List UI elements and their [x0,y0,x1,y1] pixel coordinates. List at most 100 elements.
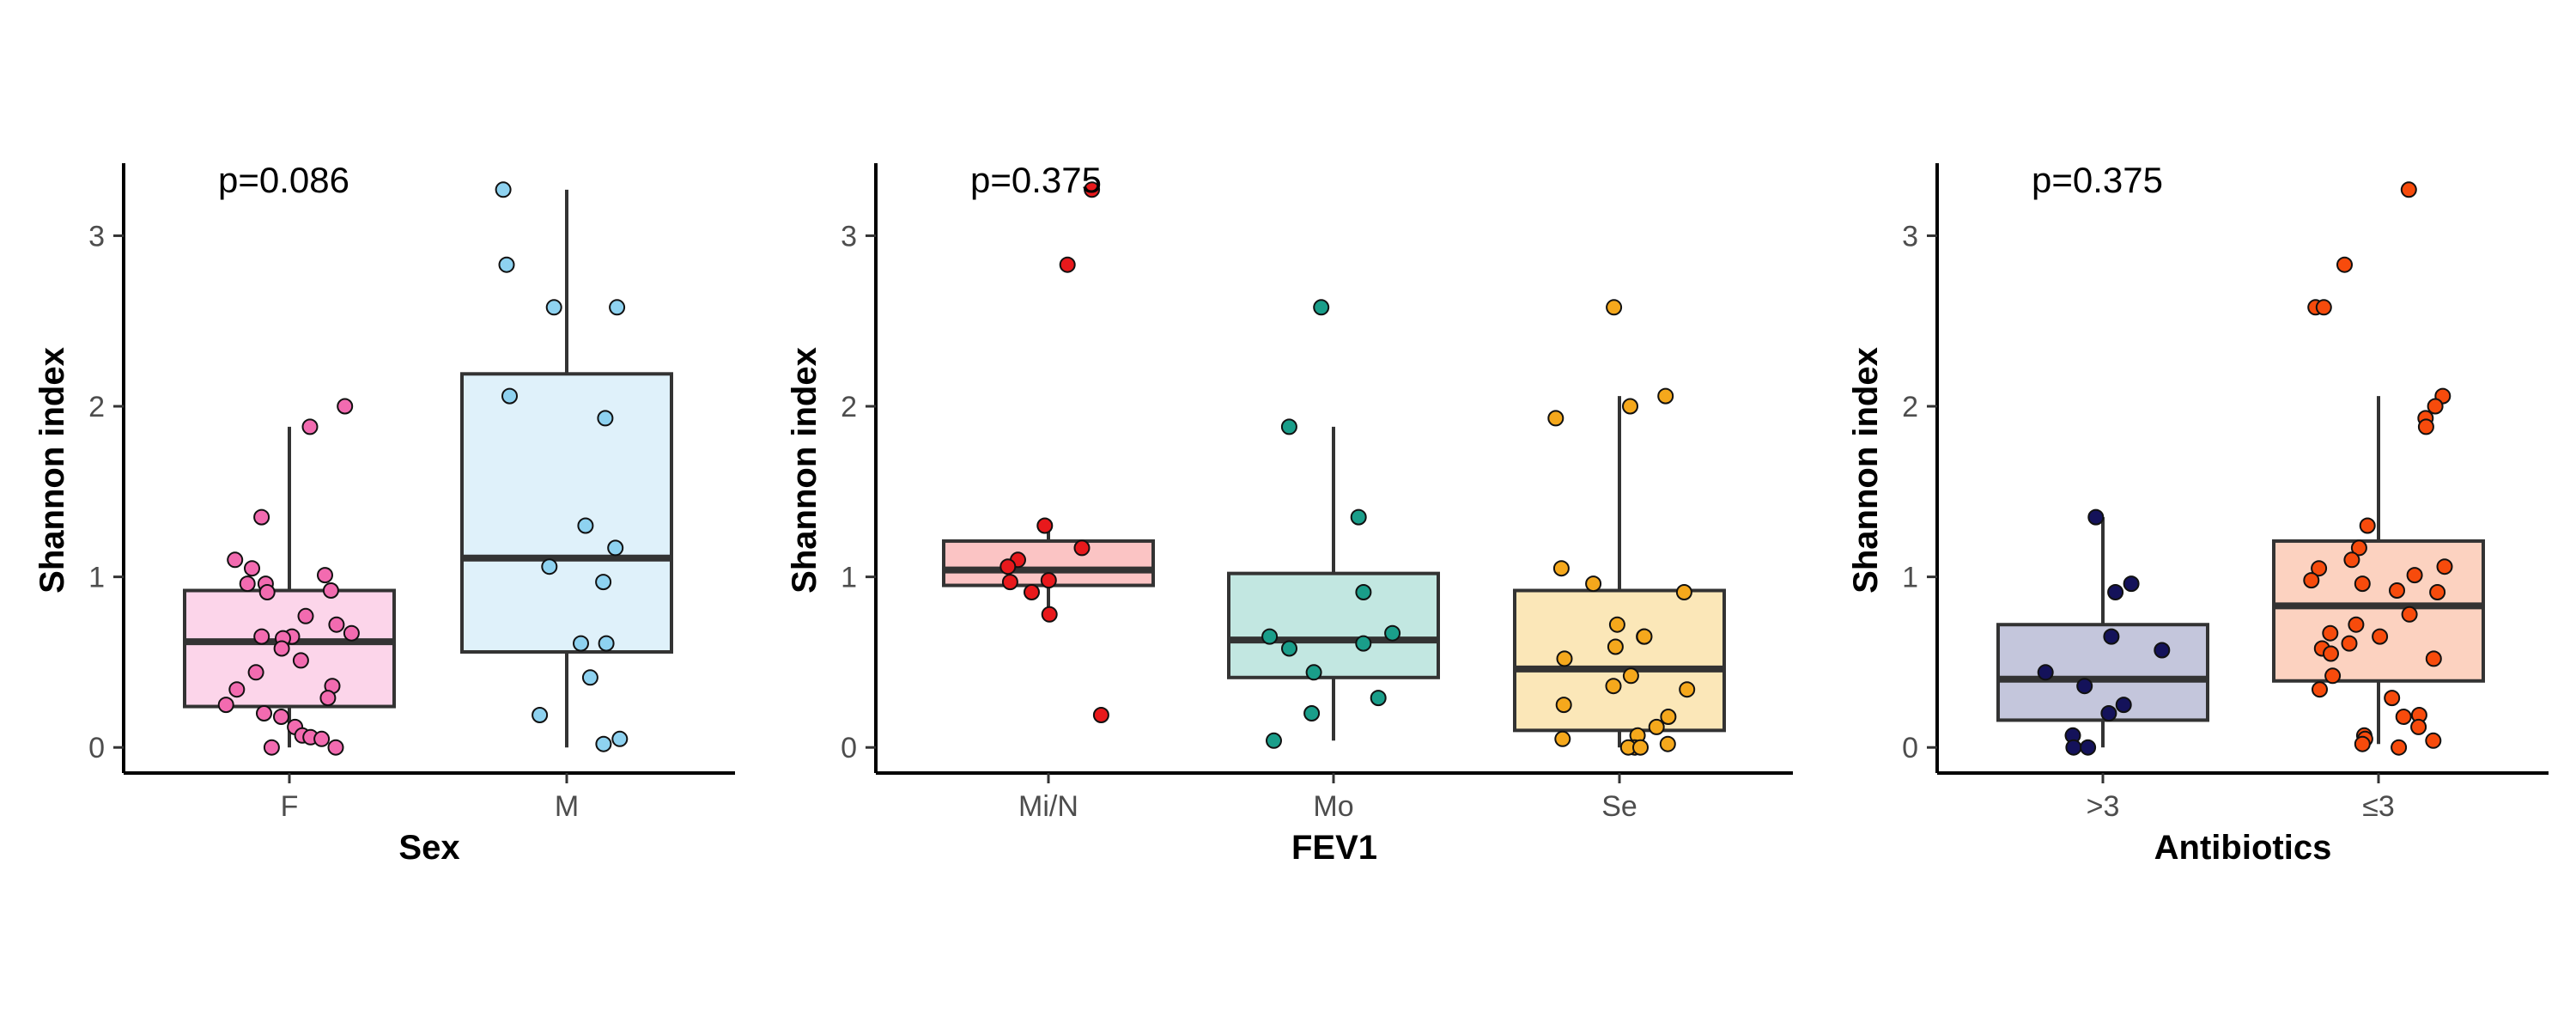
data-point [1281,640,1297,657]
data-point [1041,606,1058,623]
data-point [2324,667,2342,685]
data-point [2389,582,2405,599]
data-point [1632,739,1649,756]
data-point [2076,678,2093,695]
data-point [2100,705,2117,721]
x-tick-label: F [281,790,299,823]
data-point [313,730,331,747]
data-point [1355,635,1372,652]
data-point [2323,645,2339,662]
data-point [2350,539,2367,557]
data-point [501,387,518,405]
data-point [1280,418,1297,435]
data-point [1679,681,1696,698]
data-point [217,697,234,714]
x-axis-title: FEV1 [1291,829,1377,867]
data-point [2400,181,2417,198]
data-point [292,652,309,669]
p-value-annotation: p=0.375 [970,160,1102,200]
x-tick-label: Se [1601,790,1637,823]
data-point [1606,299,1623,316]
panel-3: 0 1 2 3 >3 ≤3 Antibiotics Shannon index p=0.375 [1847,160,2549,867]
data-point [1261,628,1279,645]
y-axis-title: Shannon index [786,347,823,594]
y-tick-label: 3 [88,220,105,253]
data-point [327,739,344,756]
data-point [1607,638,1624,655]
data-point [343,624,360,642]
box-group-Mi/N [942,526,1155,615]
data-point [2427,398,2444,415]
data-point [1605,678,1622,695]
data-point [1040,572,1057,589]
data-point [577,517,594,534]
data-point [319,690,337,707]
data-point [2429,584,2446,600]
data-point [1001,574,1018,591]
data-point [1657,387,1674,405]
data-point [1073,539,1091,557]
x-tick-label: Mi/N [1018,790,1078,823]
box [1996,623,2209,722]
box-group->3 [1996,517,2209,748]
data-point [1554,730,1571,747]
panel-1: 0 1 2 3 F M Sex Shannon index p=0.086 [33,160,735,867]
data-point [1660,709,1677,725]
data-point [1622,667,1639,685]
box [2272,539,2485,683]
data-point [297,607,314,624]
data-point [598,635,615,652]
data-point [227,551,244,569]
x-tick-label: M [555,790,579,823]
data-point [1384,624,1401,642]
data-point [2341,635,2358,652]
data-point [2336,256,2353,273]
data-point [2348,616,2365,633]
data-point [1092,707,1109,723]
data-point [1585,575,1602,593]
data-point [328,616,345,633]
y-tick-label: 2 [841,391,857,423]
data-point [2417,418,2434,435]
data-point [2154,642,2171,659]
data-point [1313,299,1330,316]
data-point [1547,410,1564,427]
data-point [999,558,1017,575]
data-point [2401,606,2418,623]
data-point [2322,624,2339,642]
y-axis-title: Shannon index [33,347,71,594]
data-point [581,669,598,686]
data-point [244,560,260,577]
data-point [2312,681,2328,698]
y-tick-label: 2 [1902,391,1918,423]
data-point [2354,575,2371,593]
y-tick-label: 3 [841,220,857,253]
data-point [2425,650,2442,667]
panel-2: 0 1 2 3 Mi/N Mo Se FEV1 Shannon index p=0.375 [786,160,1793,867]
box-group-Mo [1227,426,1440,741]
data-point [228,681,246,698]
data-point [595,574,612,591]
data-point [273,640,290,657]
data-point [1608,616,1625,633]
data-point [263,739,280,756]
data-point [256,705,272,721]
data-point [2343,551,2360,569]
data-point [1355,584,1372,600]
data-point [595,735,612,752]
x-axis-title: Antibiotics [2154,829,2332,867]
box-group-Se [1513,396,1726,748]
data-point [2087,508,2105,526]
data-point [1370,690,1387,707]
y-axis-title: Shannon index [1847,347,1885,594]
data-point [1059,256,1076,273]
data-point [1350,508,1367,526]
data-point [2037,664,2054,681]
data-point [2406,567,2423,584]
y-tick-label: 0 [841,732,857,764]
x-tick-label: Mo [1313,790,1353,823]
data-point [2436,558,2453,575]
x-tick-label: >3 [2087,790,2120,823]
